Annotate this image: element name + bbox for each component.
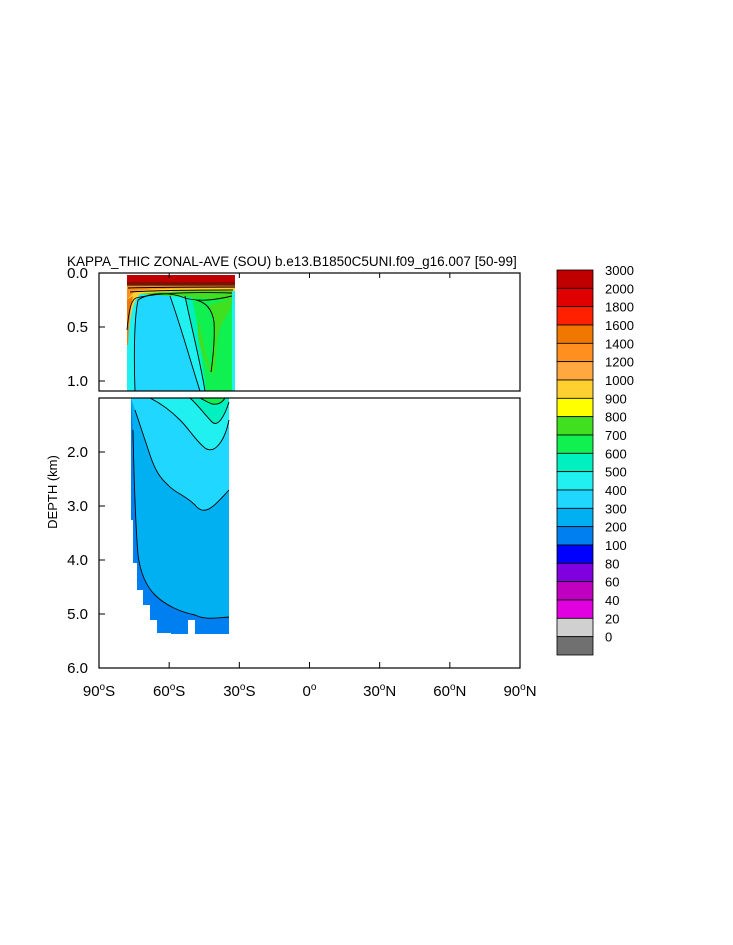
colorbar-swatch	[556, 342, 594, 363]
colorbar-label: 40	[605, 593, 619, 608]
colorbar-swatch	[556, 526, 594, 546]
colorbar-label: 2000	[605, 281, 634, 296]
colorbar-swatch	[556, 471, 594, 491]
degree-mark: o	[240, 682, 246, 693]
colorbar-label: 800	[605, 410, 627, 425]
lower-panel-field	[131, 398, 230, 634]
x-tick-label: 0o	[303, 682, 317, 700]
chart-title: KAPPA_THIC ZONAL-AVE (SOU) b.e13.B1850C5…	[67, 254, 517, 269]
x-tick-label: 30oS	[223, 682, 255, 700]
colorbar-swatch	[556, 287, 594, 308]
x-tick-label: 90oN	[503, 682, 536, 700]
colorbar-swatch	[556, 434, 594, 454]
colorbar-label: 1000	[605, 373, 634, 388]
colorbar-label: 700	[605, 428, 627, 443]
x-tick-hemisphere: S	[105, 683, 115, 700]
colorbar-label: 1600	[605, 318, 634, 333]
degree-mark: o	[311, 682, 317, 693]
degree-mark: o	[450, 682, 456, 693]
x-tick-label: 60oS	[153, 682, 185, 700]
x-tick-number: 60	[433, 683, 450, 700]
colorbar-label: 1400	[605, 336, 634, 351]
x-tick-hemisphere: N	[526, 683, 537, 700]
colorbar-swatch	[556, 306, 594, 326]
colorbar-label: 0	[605, 630, 612, 645]
colorbar-swatch	[556, 452, 594, 473]
x-tick-number: 60	[153, 683, 170, 700]
colorbar-label: 60	[605, 575, 619, 590]
x-tick-hemisphere: S	[245, 683, 255, 700]
x-tick-number: 30	[223, 683, 240, 700]
colorbar-label: 900	[605, 391, 627, 406]
colorbar-label: 200	[605, 520, 627, 535]
colorbar-label: 300	[605, 501, 627, 516]
colorbar-label: 400	[605, 483, 627, 498]
colorbar-swatch	[556, 636, 594, 656]
colorbar-swatch	[556, 581, 594, 601]
lower-y-tick-label: 3.0	[67, 498, 88, 515]
x-tick-number: 30	[363, 683, 380, 700]
colorbar-label: 600	[605, 446, 627, 461]
degree-mark: o	[170, 682, 176, 693]
colorbar-label: 3000	[605, 263, 634, 278]
colorbar-label: 20	[605, 611, 619, 626]
lower-y-tick-label: 4.0	[67, 552, 88, 569]
upper-y-tick-label: 0.5	[67, 319, 88, 336]
x-tick-number: 90	[503, 683, 520, 700]
colorbar-label: 1200	[605, 355, 634, 370]
colorbar-label: 1800	[605, 300, 634, 315]
x-tick-hemisphere: S	[175, 683, 185, 700]
colorbar-label: 500	[605, 465, 627, 480]
colorbar-swatch	[556, 324, 594, 344]
colorbar-label: 80	[605, 556, 619, 571]
x-tick-hemisphere: N	[385, 683, 396, 700]
upper-y-tick-label: 1.0	[67, 373, 88, 390]
colorbar-swatch	[556, 416, 594, 436]
upper-y-tick-label: 0.0	[67, 265, 88, 282]
colorbar-label: 100	[605, 538, 627, 553]
x-tick-number: 0	[303, 683, 311, 700]
colorbar: 3000200018001600140012001000900800700600…	[556, 263, 634, 656]
colorbar-swatch	[556, 562, 594, 583]
lower-y-tick-label: 5.0	[67, 606, 88, 623]
x-tick-label: 60oN	[433, 682, 466, 700]
colorbar-swatch	[556, 617, 594, 638]
colorbar-swatch	[556, 544, 594, 564]
x-tick-hemisphere: N	[456, 683, 467, 700]
colorbar-swatch	[556, 379, 594, 399]
colorbar-swatch	[556, 489, 594, 509]
lower-y-tick-label: 2.0	[67, 444, 88, 461]
degree-mark: o	[520, 682, 526, 693]
x-tick-label: 90oS	[83, 682, 115, 700]
colorbar-swatch	[556, 599, 594, 619]
upper-panel-field	[126, 275, 236, 391]
x-tick-number: 90	[83, 683, 100, 700]
y-axis-label: DEPTH (km)	[45, 455, 60, 529]
colorbar-swatch	[556, 269, 594, 289]
x-tick-label: 30oN	[363, 682, 396, 700]
degree-mark: o	[100, 682, 106, 693]
colorbar-swatch	[556, 361, 594, 381]
lower-y-tick-label: 6.0	[67, 660, 88, 677]
colorbar-swatch	[556, 397, 594, 418]
colorbar-swatch	[556, 507, 594, 528]
degree-mark: o	[380, 682, 386, 693]
